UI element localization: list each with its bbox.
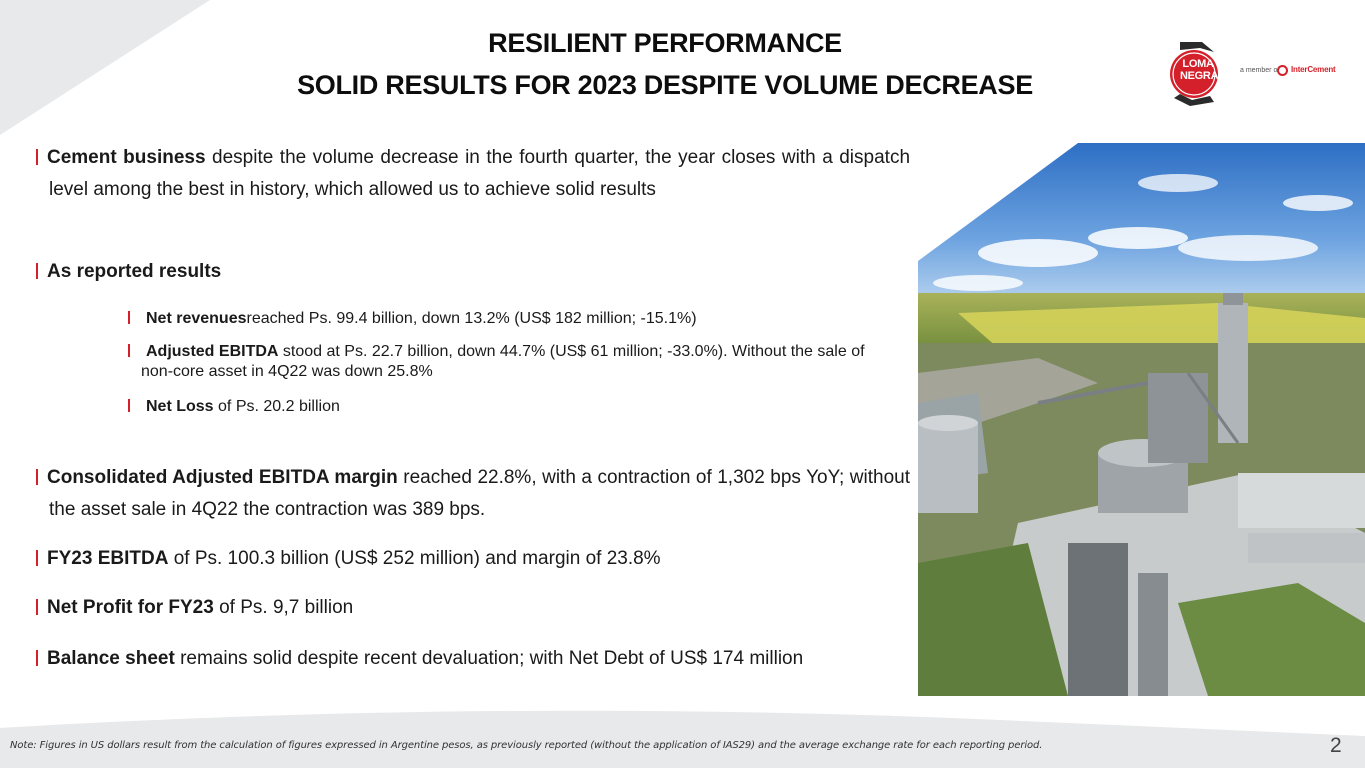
sub-bullet-net-loss: Net Loss of Ps. 20.2 billion <box>128 397 898 417</box>
bullet-marker <box>36 469 38 485</box>
loma-negra-logo-icon <box>1170 42 1218 106</box>
bullet-marker <box>36 263 38 279</box>
bullet-net-profit: Net Profit for FY23 of Ps. 9,7 billion <box>36 592 910 624</box>
page-subtitle: SOLID RESULTS FOR 2023 DESPITE VOLUME DE… <box>297 70 1033 100</box>
logo-line-2: NEGRA <box>1180 70 1219 82</box>
background-corner-shape <box>0 0 210 135</box>
bullet-balance-sheet: Balance sheet remains solid despite rece… <box>36 643 896 675</box>
bullet-cement-business: Cement business despite the volume decre… <box>36 142 910 206</box>
background-bottom-shape <box>0 710 1365 768</box>
sub-bullet-marker <box>128 344 130 357</box>
page-number: 2 <box>1330 734 1342 757</box>
logo-line-1: LOMA <box>1182 58 1214 70</box>
company-logo: LOMA NEGRA a member of InterCement <box>1166 42 1346 106</box>
sub-bullet-marker <box>128 399 130 412</box>
cement-plant-aerial-photo-icon <box>918 143 1365 696</box>
logo-wordmark: LOMA NEGRA <box>1180 58 1219 82</box>
member-of-text: a member of <box>1240 67 1280 74</box>
bullet-marker <box>36 650 38 666</box>
sub-bullet-adjusted-ebitda: Adjusted EBITDA stood at Ps. 22.7 billio… <box>128 342 898 382</box>
bullet-marker <box>36 550 38 566</box>
bullet-marker <box>36 149 38 165</box>
bullet-fy23-ebitda: FY23 EBITDA of Ps. 100.3 billion (US$ 25… <box>36 543 910 575</box>
bullet-consolidated-ebitda-margin: Consolidated Adjusted EBITDA margin reac… <box>36 462 910 526</box>
intercement-name: InterCement <box>1291 65 1336 74</box>
intercement-ring-icon <box>1277 65 1288 76</box>
sub-bullet-marker <box>128 311 130 324</box>
bullet-as-reported: As reported results <box>36 256 910 288</box>
footnote: Note: Figures in US dollars result from … <box>10 740 1043 751</box>
page-title: RESILIENT PERFORMANCE <box>488 28 842 58</box>
sub-bullet-net-revenues: Net revenuesreached Ps. 99.4 billion, do… <box>128 309 898 329</box>
bullet-marker <box>36 599 38 615</box>
